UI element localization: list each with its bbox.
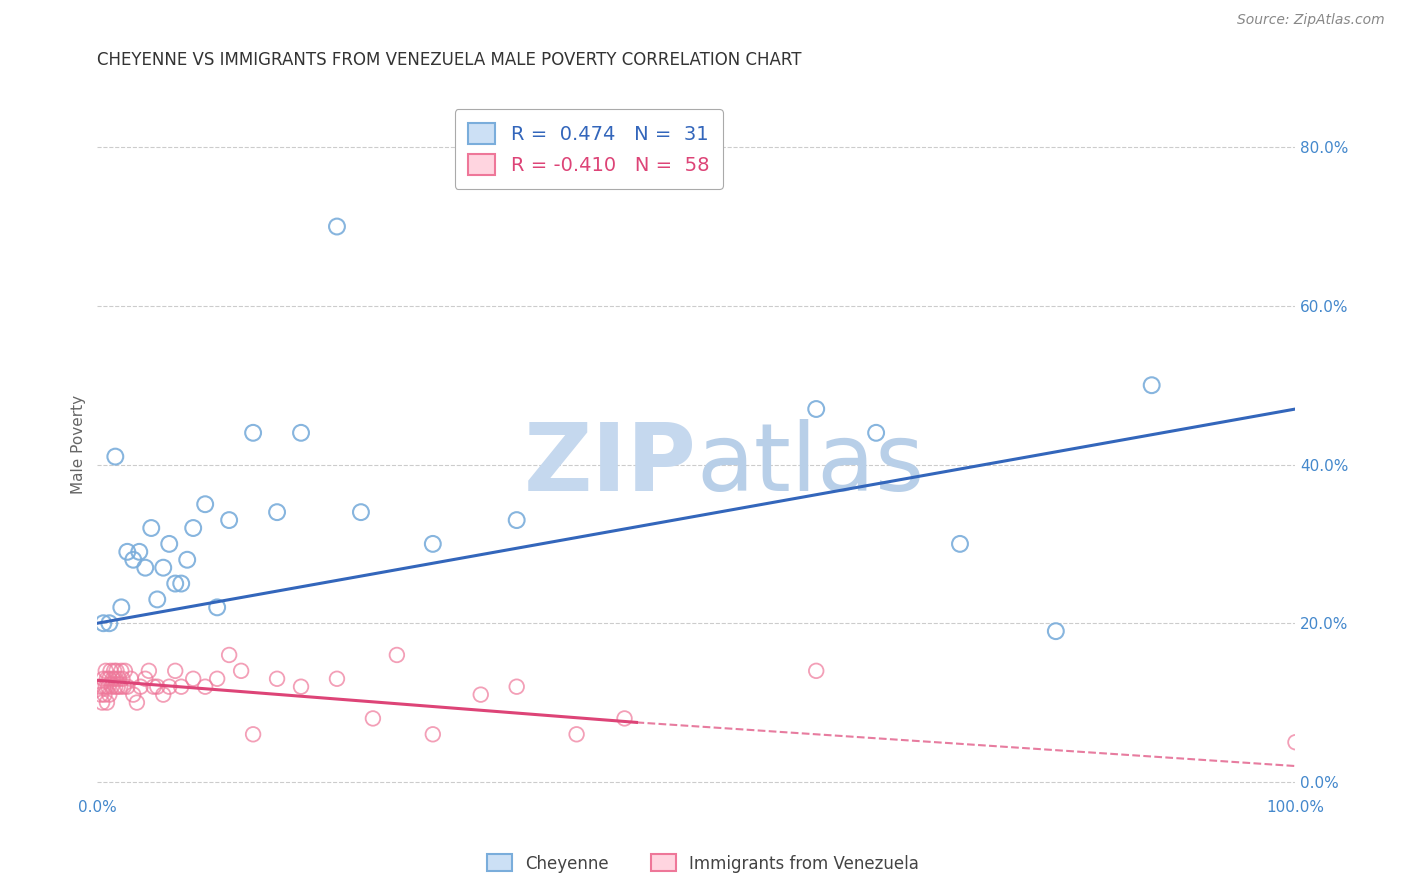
- Point: [104, 672, 127, 686]
- Point: [422, 537, 444, 551]
- Point: [114, 664, 136, 678]
- Point: [194, 497, 217, 511]
- Point: [565, 727, 588, 741]
- Point: [505, 680, 527, 694]
- Point: [949, 537, 972, 551]
- Point: [90, 688, 112, 702]
- Point: [194, 680, 217, 694]
- Point: [470, 688, 492, 702]
- Point: [505, 513, 527, 527]
- Point: [89, 680, 111, 694]
- Point: [96, 696, 118, 710]
- Point: [326, 672, 349, 686]
- Point: [108, 672, 131, 686]
- Point: [218, 648, 240, 662]
- Point: [181, 521, 204, 535]
- Point: [134, 560, 156, 574]
- Point: [146, 680, 169, 694]
- Point: [1284, 735, 1306, 749]
- Point: [146, 592, 169, 607]
- Point: [165, 576, 187, 591]
- Point: [129, 680, 152, 694]
- Point: [117, 545, 139, 559]
- Point: [422, 727, 444, 741]
- Point: [93, 680, 115, 694]
- Text: Source: ZipAtlas.com: Source: ZipAtlas.com: [1237, 13, 1385, 28]
- Legend: Cheyenne, Immigrants from Venezuela: Cheyenne, Immigrants from Venezuela: [481, 847, 925, 880]
- Point: [110, 600, 132, 615]
- Point: [152, 688, 174, 702]
- Point: [266, 505, 288, 519]
- Point: [98, 616, 121, 631]
- Point: [101, 672, 124, 686]
- Point: [103, 664, 125, 678]
- Point: [93, 672, 115, 686]
- Point: [229, 664, 252, 678]
- Point: [105, 664, 128, 678]
- Point: [242, 727, 264, 741]
- Point: [96, 672, 118, 686]
- Point: [94, 680, 117, 694]
- Point: [91, 696, 114, 710]
- Point: [138, 664, 160, 678]
- Point: [613, 711, 636, 725]
- Point: [181, 672, 204, 686]
- Point: [112, 680, 135, 694]
- Point: [94, 664, 117, 678]
- Point: [100, 680, 122, 694]
- Point: [218, 513, 240, 527]
- Point: [97, 680, 120, 694]
- Point: [125, 696, 148, 710]
- Point: [806, 664, 828, 678]
- Point: [290, 425, 312, 440]
- Point: [157, 537, 180, 551]
- Point: [806, 402, 828, 417]
- Point: [98, 672, 121, 686]
- Point: [98, 688, 121, 702]
- Point: [122, 553, 145, 567]
- Point: [100, 664, 122, 678]
- Point: [361, 711, 384, 725]
- Y-axis label: Male Poverty: Male Poverty: [72, 395, 86, 494]
- Text: atlas: atlas: [696, 419, 925, 511]
- Point: [170, 680, 193, 694]
- Point: [176, 553, 198, 567]
- Point: [104, 450, 127, 464]
- Point: [205, 600, 228, 615]
- Point: [93, 688, 115, 702]
- Point: [290, 680, 312, 694]
- Point: [266, 672, 288, 686]
- Point: [141, 521, 163, 535]
- Point: [1045, 624, 1067, 639]
- Point: [157, 680, 180, 694]
- Point: [122, 688, 145, 702]
- Point: [104, 680, 127, 694]
- Point: [242, 425, 264, 440]
- Point: [108, 680, 131, 694]
- Point: [142, 680, 165, 694]
- Point: [120, 672, 142, 686]
- Text: ZIP: ZIP: [523, 419, 696, 511]
- Point: [107, 680, 129, 694]
- Point: [111, 672, 134, 686]
- Point: [134, 672, 156, 686]
- Point: [170, 576, 193, 591]
- Point: [128, 545, 150, 559]
- Point: [385, 648, 408, 662]
- Point: [152, 560, 174, 574]
- Point: [326, 219, 349, 234]
- Point: [110, 664, 132, 678]
- Point: [93, 616, 115, 631]
- Point: [205, 672, 228, 686]
- Point: [1140, 378, 1163, 392]
- Text: CHEYENNE VS IMMIGRANTS FROM VENEZUELA MALE POVERTY CORRELATION CHART: CHEYENNE VS IMMIGRANTS FROM VENEZUELA MA…: [97, 51, 801, 69]
- Point: [865, 425, 887, 440]
- Point: [165, 664, 187, 678]
- Point: [350, 505, 373, 519]
- Legend: R =  0.474   N =  31, R = -0.410   N =  58: R = 0.474 N = 31, R = -0.410 N = 58: [454, 110, 723, 188]
- Point: [117, 680, 139, 694]
